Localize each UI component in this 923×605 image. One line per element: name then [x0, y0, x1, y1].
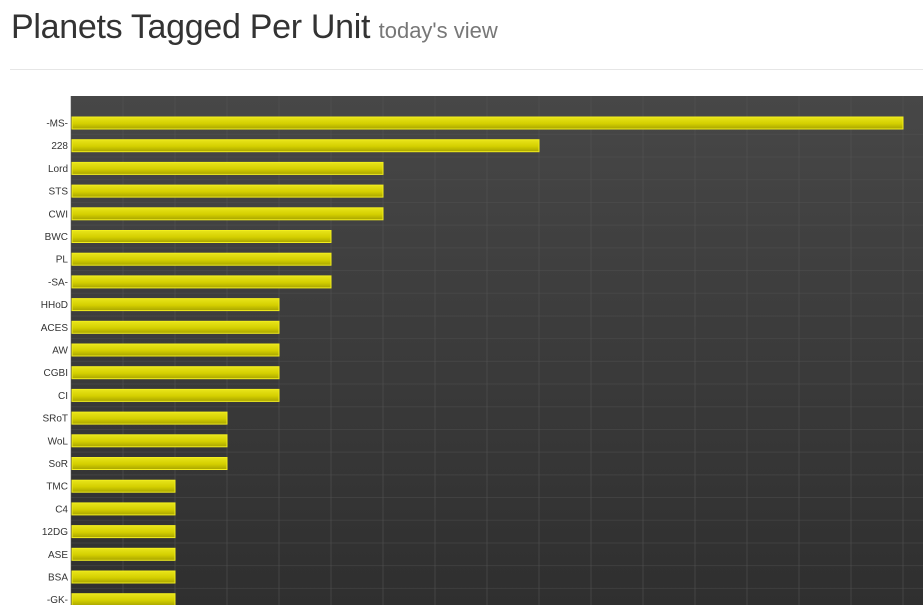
category-label: CI	[58, 391, 68, 402]
category-label: Lord	[48, 164, 68, 175]
category-label: SRoT	[42, 414, 68, 425]
header-divider	[10, 69, 923, 70]
category-label: 228	[51, 141, 68, 152]
page-title: Planets Tagged Per Unit	[11, 8, 371, 46]
category-label: STS	[49, 187, 69, 198]
bar-sts	[71, 184, 384, 198]
bar-lord	[71, 161, 384, 175]
bar-cgbi	[71, 366, 280, 380]
bars	[71, 116, 904, 605]
bar-gk	[71, 593, 176, 605]
category-label: 12DG	[42, 527, 68, 538]
category-label: -MS-	[46, 119, 68, 130]
bar-pl	[71, 252, 332, 266]
category-label: HHoD	[41, 300, 68, 311]
category-label: -GK-	[47, 595, 68, 605]
page-header: Planets Tagged Per Unit today's view	[11, 8, 498, 47]
category-label: SoR	[49, 459, 68, 470]
bar-aw	[71, 343, 280, 357]
bar-c4	[71, 502, 176, 516]
category-labels: -MS- 228 Lord STS CWI BWC PL -SA- HHoD ACES AW CGBI…	[41, 119, 69, 605]
bar-cwi	[71, 207, 384, 221]
category-label: BSA	[48, 573, 68, 584]
grid-lines	[70, 96, 923, 605]
bar-12dg	[71, 525, 176, 539]
bar-ms	[71, 116, 904, 130]
bar-sa	[71, 275, 332, 289]
bar-chart: -MS- 228 Lord STS CWI BWC PL -SA- HHoD ACES AW CGBI…	[0, 96, 923, 605]
bar-tmc	[71, 479, 176, 493]
category-label: WoL	[48, 436, 69, 447]
bar-bwc	[71, 230, 332, 243]
bar-srot	[71, 411, 228, 425]
category-label: ACES	[41, 323, 69, 334]
page-subtitle: today's view	[378, 18, 498, 43]
category-label: -SA-	[48, 277, 68, 288]
category-label: AW	[52, 346, 68, 357]
bar-chart-svg: -MS- 228 Lord STS CWI BWC PL -SA- HHoD ACES AW CGBI…	[41, 96, 923, 605]
category-label: BWC	[45, 232, 68, 243]
category-label: PL	[56, 255, 69, 266]
category-label: ASE	[48, 550, 68, 561]
category-label: CGBI	[44, 368, 68, 379]
category-label: CWI	[49, 209, 68, 220]
bar-ci	[71, 388, 280, 402]
bar-bsa	[71, 570, 176, 584]
bar-aces	[71, 320, 280, 334]
bar-228	[71, 139, 540, 153]
category-label: C4	[55, 504, 68, 515]
bar-ase	[71, 547, 176, 561]
bar-sor	[71, 457, 228, 470]
bar-wol	[71, 434, 228, 448]
bar-hhod	[71, 298, 280, 312]
category-label: TMC	[46, 482, 68, 493]
